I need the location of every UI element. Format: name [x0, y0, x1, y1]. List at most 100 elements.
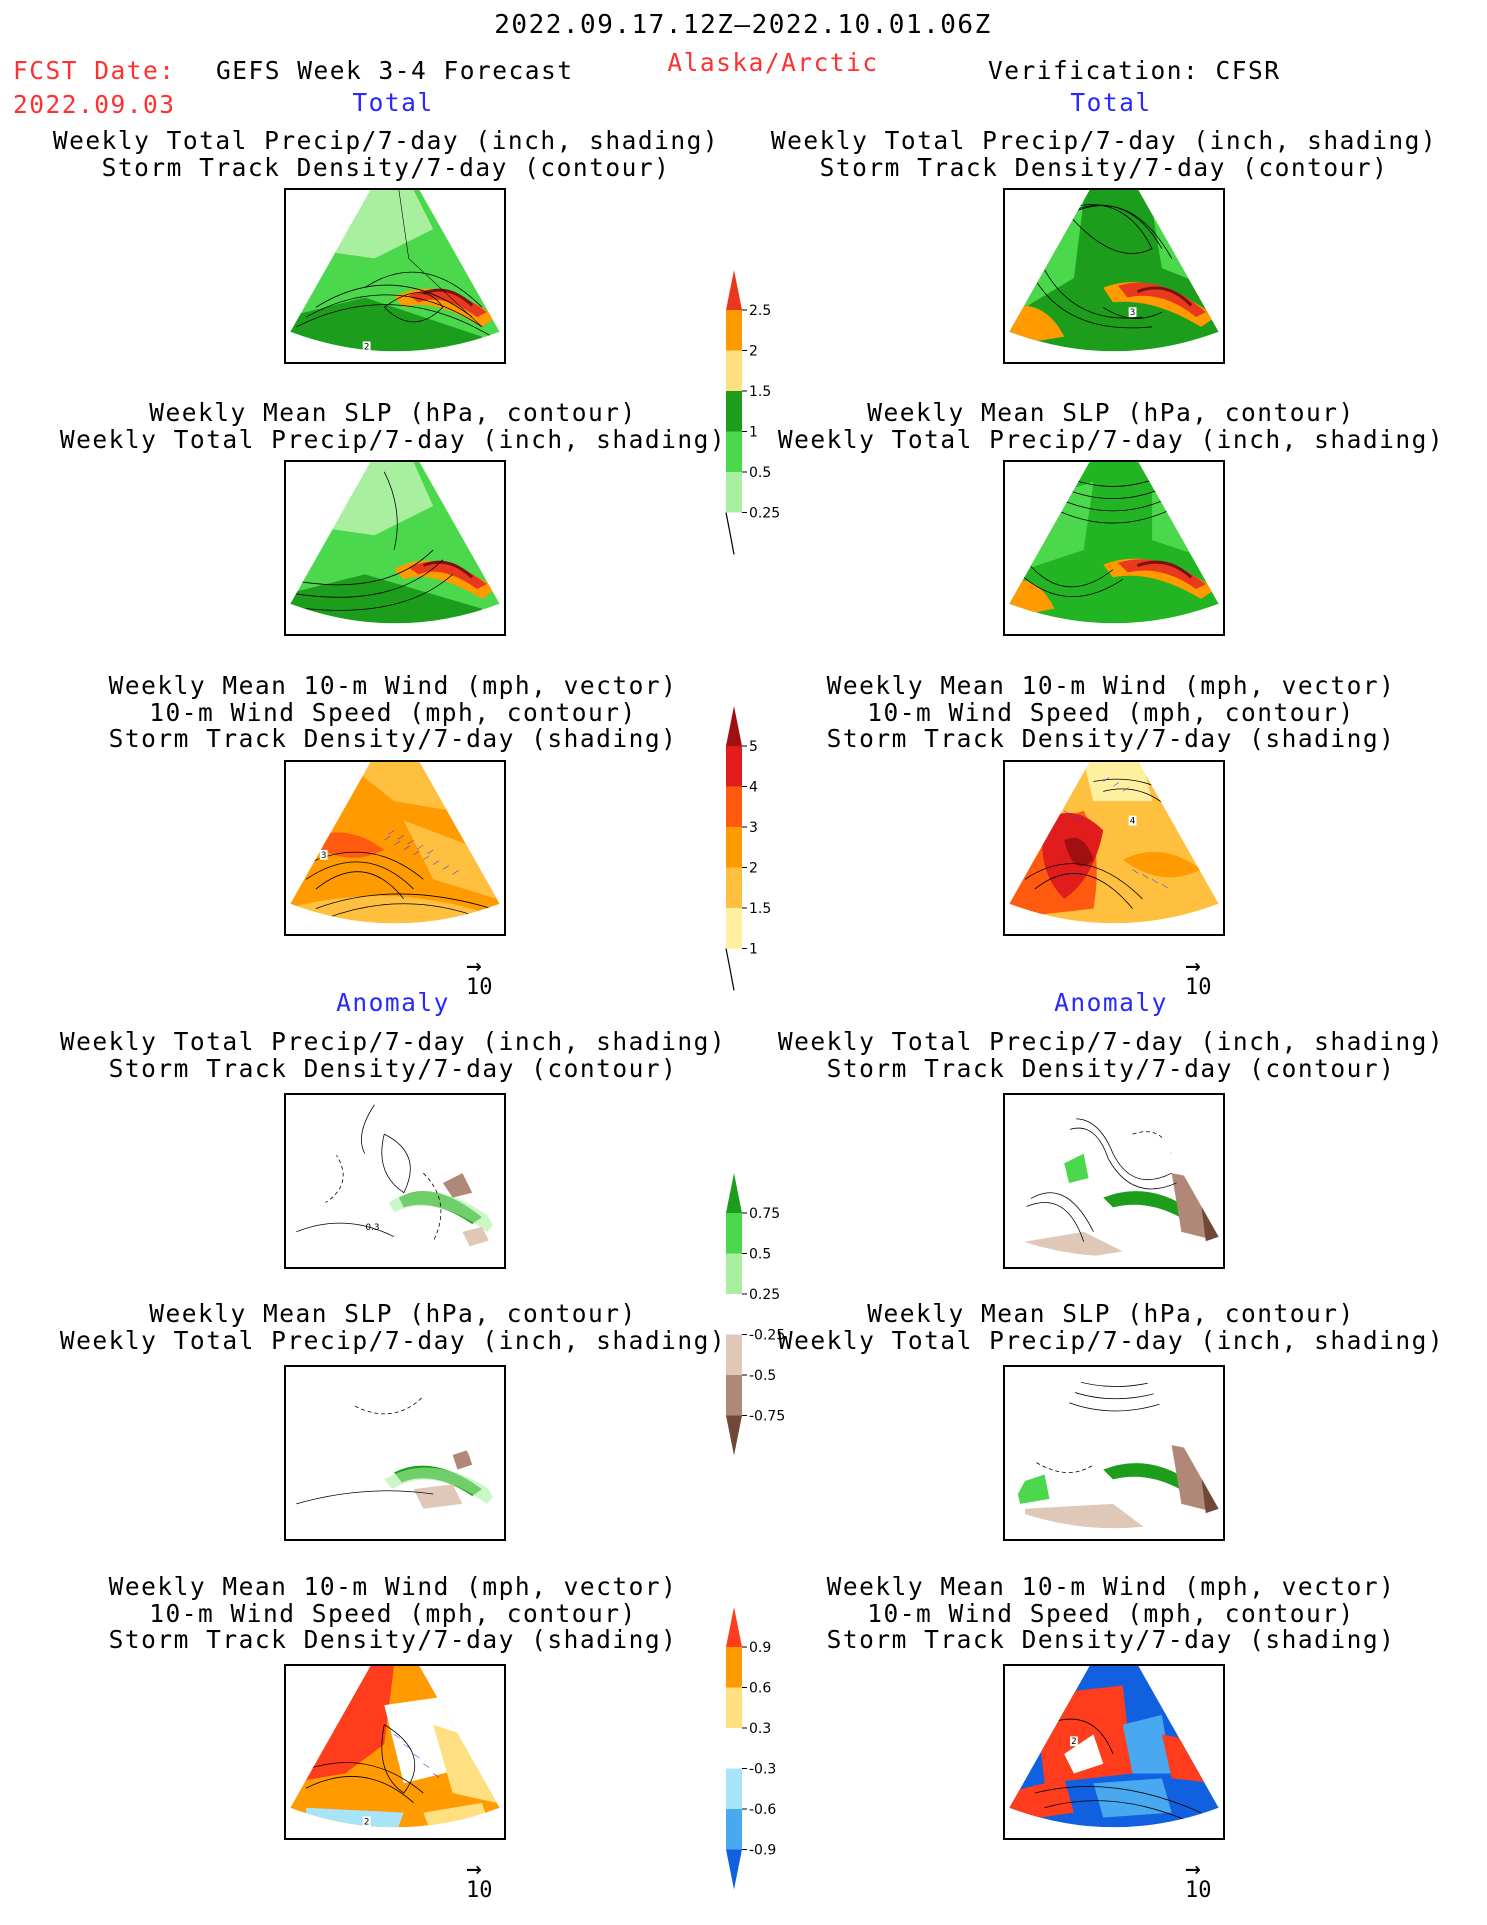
colorbar-segment — [726, 706, 742, 746]
colorbar-tick-label: 1 — [749, 942, 758, 958]
colorbar-segment — [726, 1809, 742, 1850]
colorbar-tick-label: 0.5 — [749, 465, 771, 481]
colorbar-segment — [726, 310, 742, 351]
vector-reference-left-total: → 10 — [466, 951, 493, 1000]
colorbar-tick-label: 0.6 — [749, 1681, 771, 1697]
arrow-right-icon: → — [1185, 1854, 1201, 1884]
title-right-anom-slp-precip: Weekly Mean SLP (hPa, contour) Weekly To… — [777, 1299, 1445, 1355]
colorbar-tick-label: 1.5 — [749, 384, 771, 400]
colorbar-tick-label: 5 — [749, 739, 758, 755]
colorbar-segment — [726, 827, 742, 868]
map-total-slp-precip-forecast — [284, 460, 506, 636]
colorbar-tick-label: -0.3 — [749, 1762, 776, 1778]
colorbar-segment — [726, 350, 742, 391]
colorbar-tick-label: 1.5 — [749, 901, 771, 917]
verification-label: Verification: CFSR — [988, 56, 1281, 85]
colorbar-tick-label: -0.75 — [749, 1409, 785, 1425]
title-right-anom-wind-storm: Weekly Mean 10-m Wind (mph, vector) 10-m… — [826, 1572, 1396, 1654]
colorbar-tick-label: 2 — [749, 861, 758, 877]
colorbar-tick-label: -0.6 — [749, 1802, 776, 1818]
section-anomaly-left: Anomaly — [336, 988, 450, 1017]
contour-label: 0.3 — [366, 1223, 380, 1233]
colorbar-tick-label: 0.3 — [749, 1721, 771, 1737]
colorbar-segment — [726, 1173, 742, 1213]
colorbar-tick-label: 0.25 — [749, 506, 780, 522]
colorbar-tick-label: -0.5 — [749, 1368, 776, 1384]
colorbar-tick-label: 0.9 — [749, 1640, 771, 1656]
arrow-right-icon: → — [466, 951, 482, 981]
map-anom-slp-precip-verification — [1003, 1365, 1225, 1541]
colorbar-segment — [726, 431, 742, 472]
contour-label: 3 — [1130, 308, 1136, 318]
colorbar-segment — [726, 746, 742, 787]
contour-label: 2 — [364, 342, 370, 352]
colorbar-segment — [726, 1687, 742, 1728]
title-right-slp-precip: Weekly Mean SLP (hPa, contour) Weekly To… — [777, 398, 1445, 454]
map-total-wind-storm-forecast: 3 — [284, 760, 506, 936]
map-total-wind-storm-verification: 4 — [1003, 760, 1225, 936]
map-anom-precip-storm-verification — [1003, 1093, 1225, 1269]
title-left-anom-slp-precip: Weekly Mean SLP (hPa, contour) Weekly To… — [59, 1299, 727, 1355]
map-total-precip-storm-forecast: 2 — [284, 188, 506, 364]
colorbar-tick-label: 2.5 — [749, 303, 771, 319]
colorbar-tick-label: 0.75 — [749, 1206, 780, 1222]
colorbar-segment — [726, 1728, 742, 1769]
title-left-anom-wind-storm: Weekly Mean 10-m Wind (mph, vector) 10-m… — [108, 1572, 678, 1654]
title-right-precip-storm: Weekly Total Precip/7-day (inch, shading… — [770, 126, 1438, 182]
map-anom-wind-storm-forecast: 2 — [284, 1664, 506, 1840]
fcst-date-label: FCST Date: — [13, 56, 176, 85]
colorbar-segment — [726, 1334, 742, 1375]
colorbar-segment — [726, 1415, 742, 1456]
colorbar-segment — [726, 1647, 742, 1688]
contour-label: 4 — [1130, 817, 1136, 827]
colorbar-segment — [726, 1294, 742, 1335]
map-anom-wind-storm-verification: 2 — [1003, 1664, 1225, 1840]
colorbar-tick-label: 4 — [749, 780, 758, 796]
colorbar-precip-anomaly: 0.75 0.5 0.25 -0.25 -0.5 -0.75 — [726, 1173, 785, 1456]
section-total-left: Total — [352, 88, 434, 117]
vector-reference-right-total: → 10 — [1185, 951, 1212, 1000]
colorbar-segment — [726, 1213, 742, 1254]
contour-label: 2 — [364, 1817, 370, 1827]
title-left-precip-storm: Weekly Total Precip/7-day (inch, shading… — [52, 126, 720, 182]
title-left-slp-precip: Weekly Mean SLP (hPa, contour) Weekly To… — [59, 398, 727, 454]
map-total-slp-precip-verification — [1003, 460, 1225, 636]
colorbar-tick-label: 0.25 — [749, 1287, 780, 1303]
colorbar-segment — [726, 1849, 742, 1890]
colorbar-tick-label: -0.25 — [749, 1328, 785, 1344]
contour-label: 3 — [321, 851, 327, 861]
colorbar-segment — [726, 1607, 742, 1647]
colorbar-tick-label: 2 — [749, 344, 758, 360]
colorbar-segment — [726, 786, 742, 827]
product-title: GEFS Week 3-4 Forecast — [216, 56, 574, 85]
section-total-right: Total — [1070, 88, 1152, 117]
colorbar-segment — [726, 867, 742, 908]
vector-reference-left-anomaly: → 10 — [466, 1854, 493, 1903]
colorbar-segment — [726, 1375, 742, 1416]
section-anomaly-right: Anomaly — [1054, 988, 1168, 1017]
colorbar-tick-label: 1 — [749, 425, 758, 441]
contour-label: 2 — [1071, 1737, 1077, 1747]
vector-reference-right-anomaly: → 10 — [1185, 1854, 1212, 1903]
colorbar-segment — [726, 908, 742, 949]
region-title: Alaska/Arctic — [667, 48, 879, 77]
colorbar-tick-label: 0.5 — [749, 1247, 771, 1263]
colorbar-segment — [726, 472, 742, 513]
colorbar-storm-density-total: 5 4 3 2 1.5 1 — [725, 706, 771, 991]
valid-period: 2022.09.17.12Z–2022.10.01.06Z — [494, 10, 992, 40]
colorbar-segment — [726, 1253, 742, 1294]
colorbar-tick-label: 3 — [749, 820, 758, 836]
map-anom-slp-precip-forecast — [284, 1365, 506, 1541]
title-right-anom-precip-storm: Weekly Total Precip/7-day (inch, shading… — [777, 1027, 1445, 1083]
title-left-wind-storm: Weekly Mean 10-m Wind (mph, vector) 10-m… — [108, 671, 678, 753]
colorbar-segment — [726, 1768, 742, 1809]
colorbar-precip-total: 2.5 2 1.5 1 0.5 0.25 — [725, 270, 780, 555]
map-anom-precip-storm-forecast: 0.3 — [284, 1093, 506, 1269]
colorbar-segment — [726, 391, 742, 432]
title-left-anom-precip-storm: Weekly Total Precip/7-day (inch, shading… — [59, 1027, 727, 1083]
colorbar-storm-density-anomaly: 0.9 0.6 0.3 -0.3 -0.6 -0.9 — [726, 1607, 776, 1890]
colorbar-tick-label: -0.9 — [749, 1843, 776, 1859]
arrow-right-icon: → — [466, 1854, 482, 1884]
fcst-date-value: 2022.09.03 — [13, 90, 176, 119]
title-right-wind-storm: Weekly Mean 10-m Wind (mph, vector) 10-m… — [826, 671, 1396, 753]
